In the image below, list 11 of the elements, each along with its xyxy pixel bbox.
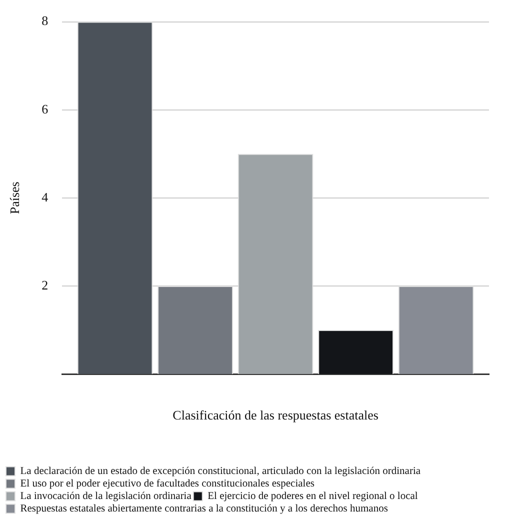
y-tick-label: 8 (42, 13, 48, 28)
legend-label: El ejercicio de poderes en el nivel regional o local (208, 491, 418, 502)
y-tick-label: 4 (42, 189, 49, 204)
legend-label: Respuestas estatales abiertamente contrarias a la constitución y a los derechos humanos (20, 504, 388, 514)
legend-label: La invocación de la legislación ordinaria (20, 491, 192, 502)
legend-label: La declaración de un estado de excepción constitucional, articulado con la legislación ordinaria (20, 466, 421, 477)
y-tick-label: 2 (42, 277, 48, 292)
y-tick-label: 6 (42, 101, 49, 116)
y-axis-title: Países (7, 182, 22, 214)
legend-label: El uso por el poder ejecutivo de facultades constitucionales especiales (20, 478, 314, 490)
x-axis-title: Clasificación de las respuestas estatales (172, 408, 378, 423)
